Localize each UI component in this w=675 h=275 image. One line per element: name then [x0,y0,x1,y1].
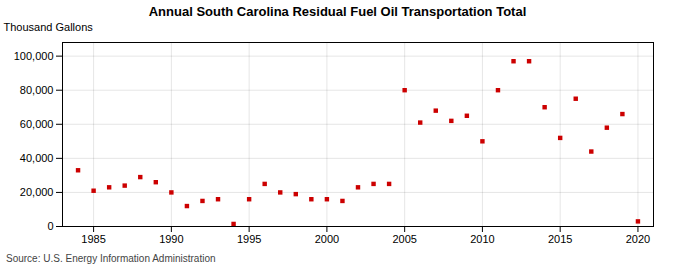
svg-text:2015: 2015 [548,233,572,245]
svg-text:80,000: 80,000 [20,84,54,96]
html-text:Annual South Carolina Residual: Annual South Carolina Residual Fuel Oil … [148,4,527,19]
svg-text:1990: 1990 [159,233,183,245]
svg-text:100,000: 100,000 [14,50,54,62]
svg-text:2005: 2005 [392,233,416,245]
svg-text:60,000: 60,000 [20,118,54,130]
svg-text:2020: 2020 [626,233,650,245]
svg-text:40,000: 40,000 [20,152,54,164]
svg-text:Thousand Gallons: Thousand Gallons [4,21,94,33]
svg-text:20,000: 20,000 [20,186,54,198]
svg-text:1995: 1995 [237,233,261,245]
svg-text:1985: 1985 [81,233,105,245]
svg-text:2000: 2000 [315,233,339,245]
svg-text:2010: 2010 [470,233,494,245]
html-text:Source: U.S. Energy Informatio: Source: U.S. Energy Information Administ… [6,253,216,264]
svg-text:0: 0 [47,220,53,232]
